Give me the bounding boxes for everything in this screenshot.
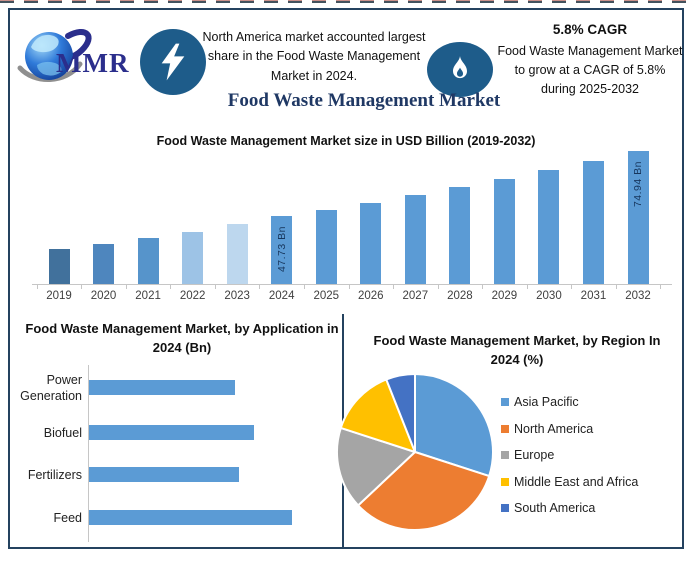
pie-slice-europe	[336, 426, 416, 507]
legend-item-europe: Europe	[501, 447, 554, 463]
bar-2029	[493, 179, 515, 284]
x-tick-label-2026: 2026	[357, 290, 384, 302]
annual-chart-title: Food Waste Management Market size in USD…	[156, 134, 536, 148]
bar-2031	[582, 161, 604, 284]
flame-icon	[453, 55, 467, 78]
lightning-badge	[140, 29, 206, 95]
region-pie	[335, 372, 495, 532]
logo-wordmark: MMR	[56, 48, 130, 78]
pie-slice-middle-east-and-africa	[339, 378, 416, 453]
x-axis-tick	[259, 285, 261, 289]
x-tick-label-2030: 2030	[536, 290, 562, 302]
bar-2026	[360, 203, 382, 284]
x-tick-label-2029: 2029	[491, 290, 518, 302]
x-axis-tick	[660, 285, 662, 289]
bar-fertilizers	[89, 467, 239, 482]
x-tick-label-2020: 2020	[90, 290, 117, 302]
x-axis-tick	[393, 285, 395, 289]
bar-2025	[315, 210, 337, 284]
x-axis-tick	[214, 285, 216, 289]
legend-swatch	[501, 477, 509, 486]
legend-swatch	[501, 398, 509, 406]
y-category-label: Power Generation	[20, 372, 82, 403]
bar-2021	[137, 238, 159, 284]
legend-swatch	[501, 504, 509, 512]
x-axis-tick	[125, 285, 127, 289]
legend-swatch	[501, 424, 509, 433]
application-chart-y-axis	[88, 365, 89, 542]
page-title: Food Waste Management Market	[227, 90, 501, 111]
bar-2022	[182, 232, 204, 284]
x-tick-label-2022: 2022	[179, 290, 206, 302]
bar-power-generation	[89, 380, 235, 395]
legend-item-south-america: South America	[501, 500, 595, 516]
mmr-logo: MMR	[16, 20, 162, 92]
x-axis-tick	[81, 285, 83, 289]
y-category-label: Fertilizers	[27, 467, 82, 482]
x-axis-tick	[348, 285, 350, 289]
y-category-label: Biofuel	[43, 425, 82, 440]
x-tick-label-2023: 2023	[224, 290, 250, 302]
top-dashed-edge-dark	[0, 1, 692, 3]
outer-frame: MMR North America market accounted large…	[8, 8, 684, 549]
x-axis-tick	[482, 285, 484, 289]
x-axis-tick	[437, 285, 439, 289]
bar-2019	[48, 249, 70, 284]
bar-value-label-2024: 47.73 Bn	[275, 226, 288, 273]
x-tick-label-2024: 2024	[268, 290, 295, 302]
cagr-block: 5.8% CAGR Food Waste Management Market t…	[496, 22, 684, 98]
bar-2020	[93, 244, 115, 284]
annual-chart-x-axis	[32, 284, 672, 285]
region-chart-title: Food Waste Management Market, by Region …	[373, 333, 661, 367]
x-axis-tick	[170, 285, 172, 289]
bar-feed	[89, 510, 292, 525]
legend-label: Asia Pacific	[514, 395, 579, 409]
region-pie-svg	[336, 373, 494, 531]
pie-slice-asia-pacific	[414, 373, 494, 478]
legend-label: Europe	[514, 448, 555, 462]
pie-slice-south-america	[385, 373, 416, 453]
pie-slice-north-america	[357, 451, 491, 531]
x-tick-label-2021: 2021	[135, 290, 161, 302]
flame-badge	[427, 42, 493, 97]
bar-2030	[538, 170, 560, 284]
bar-2023	[226, 224, 248, 284]
x-tick-label-2031: 2031	[580, 290, 607, 302]
x-tick-label-2019: 2019	[46, 290, 72, 302]
application-chart-title: Food Waste Management Market, by Applica…	[25, 321, 339, 355]
x-tick-label-2032: 2032	[625, 290, 651, 302]
bar-2024: 47.73 Bn	[271, 216, 293, 284]
bar-value-label-2032: 74.94 Bn	[632, 161, 645, 208]
legend-item-asia-pacific: Asia Pacific	[501, 394, 579, 410]
top-dashed-edge	[0, 0, 692, 1]
bar-biofuel	[89, 425, 254, 440]
x-axis-tick	[571, 285, 573, 289]
lightning-icon	[161, 43, 185, 81]
y-category-label: Feed	[53, 510, 83, 525]
x-tick-label-2025: 2025	[313, 290, 340, 302]
legend-label: North America	[514, 421, 594, 436]
bar-2032: 74.94 Bn	[627, 151, 649, 284]
bar-2028	[449, 187, 471, 284]
globe-icon	[17, 29, 92, 82]
cagr-title: 5.8% CAGR	[552, 22, 628, 37]
x-tick-label-2028: 2028	[447, 290, 473, 302]
header-note: North America market accounted largest s…	[202, 30, 426, 83]
x-tick-label-2027: 2027	[402, 290, 429, 302]
legend-item-middle-east-and-africa: Middle East and Africa	[501, 474, 638, 490]
x-axis-tick	[36, 285, 38, 289]
x-axis-tick	[526, 285, 528, 289]
legend-swatch	[501, 451, 509, 459]
x-axis-tick	[615, 285, 617, 289]
legend-item-north-america: North America	[501, 421, 593, 437]
x-axis-tick	[303, 285, 305, 289]
bar-2027	[404, 195, 426, 284]
legend-label: Middle East and Africa	[514, 474, 639, 489]
cagr-note: Food Waste Management Market to grow at …	[497, 44, 683, 96]
legend-label: South America	[514, 501, 596, 515]
